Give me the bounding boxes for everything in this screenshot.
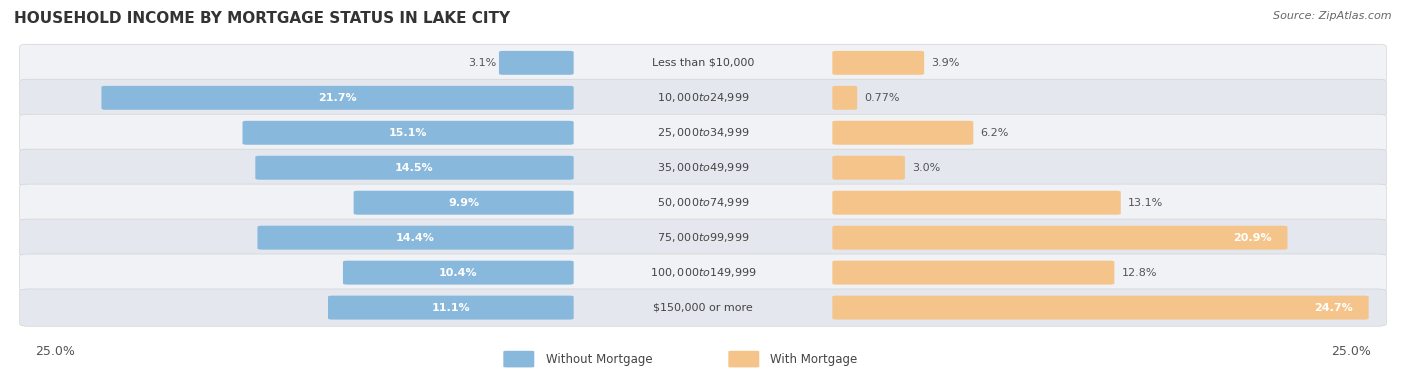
Text: HOUSEHOLD INCOME BY MORTGAGE STATUS IN LAKE CITY: HOUSEHOLD INCOME BY MORTGAGE STATUS IN L… bbox=[14, 11, 510, 26]
FancyBboxPatch shape bbox=[832, 191, 1121, 215]
FancyBboxPatch shape bbox=[20, 79, 1386, 116]
FancyBboxPatch shape bbox=[832, 86, 858, 110]
Text: 11.1%: 11.1% bbox=[432, 303, 470, 313]
Text: 0.77%: 0.77% bbox=[865, 93, 900, 103]
Text: $100,000 to $149,999: $100,000 to $149,999 bbox=[650, 266, 756, 279]
FancyBboxPatch shape bbox=[832, 226, 1288, 249]
FancyBboxPatch shape bbox=[20, 219, 1386, 256]
Text: 3.1%: 3.1% bbox=[468, 58, 496, 68]
Text: 3.9%: 3.9% bbox=[931, 58, 959, 68]
Text: Without Mortgage: Without Mortgage bbox=[546, 353, 652, 366]
FancyBboxPatch shape bbox=[832, 296, 1368, 319]
FancyBboxPatch shape bbox=[832, 156, 905, 180]
Text: 25.0%: 25.0% bbox=[35, 345, 75, 358]
Text: Source: ZipAtlas.com: Source: ZipAtlas.com bbox=[1274, 11, 1392, 21]
Text: 9.9%: 9.9% bbox=[449, 198, 479, 208]
FancyBboxPatch shape bbox=[101, 86, 574, 110]
FancyBboxPatch shape bbox=[20, 114, 1386, 151]
FancyBboxPatch shape bbox=[328, 296, 574, 319]
FancyBboxPatch shape bbox=[832, 51, 924, 75]
Text: 24.7%: 24.7% bbox=[1315, 303, 1353, 313]
FancyBboxPatch shape bbox=[20, 289, 1386, 326]
Text: With Mortgage: With Mortgage bbox=[770, 353, 858, 366]
Text: 14.4%: 14.4% bbox=[396, 233, 434, 243]
FancyBboxPatch shape bbox=[832, 121, 973, 145]
FancyBboxPatch shape bbox=[832, 261, 1115, 285]
FancyBboxPatch shape bbox=[20, 184, 1386, 222]
FancyBboxPatch shape bbox=[20, 254, 1386, 291]
FancyBboxPatch shape bbox=[20, 44, 1386, 82]
Text: $50,000 to $74,999: $50,000 to $74,999 bbox=[657, 196, 749, 209]
FancyBboxPatch shape bbox=[728, 351, 759, 367]
Text: $75,000 to $99,999: $75,000 to $99,999 bbox=[657, 231, 749, 244]
FancyBboxPatch shape bbox=[256, 156, 574, 180]
FancyBboxPatch shape bbox=[343, 261, 574, 285]
Text: 21.7%: 21.7% bbox=[318, 93, 357, 103]
Text: $25,000 to $34,999: $25,000 to $34,999 bbox=[657, 126, 749, 139]
Text: 6.2%: 6.2% bbox=[980, 128, 1008, 138]
FancyBboxPatch shape bbox=[499, 51, 574, 75]
Text: 12.8%: 12.8% bbox=[1122, 268, 1157, 277]
Text: 25.0%: 25.0% bbox=[1331, 345, 1371, 358]
Text: 13.1%: 13.1% bbox=[1128, 198, 1163, 208]
Text: $35,000 to $49,999: $35,000 to $49,999 bbox=[657, 161, 749, 174]
Text: $10,000 to $24,999: $10,000 to $24,999 bbox=[657, 91, 749, 104]
FancyBboxPatch shape bbox=[354, 191, 574, 215]
Text: 10.4%: 10.4% bbox=[439, 268, 478, 277]
Text: 3.0%: 3.0% bbox=[912, 163, 941, 173]
Text: Less than $10,000: Less than $10,000 bbox=[652, 58, 754, 68]
Text: 14.5%: 14.5% bbox=[395, 163, 434, 173]
FancyBboxPatch shape bbox=[257, 226, 574, 249]
Text: 15.1%: 15.1% bbox=[389, 128, 427, 138]
FancyBboxPatch shape bbox=[242, 121, 574, 145]
FancyBboxPatch shape bbox=[20, 149, 1386, 186]
Text: 20.9%: 20.9% bbox=[1233, 233, 1272, 243]
Text: $150,000 or more: $150,000 or more bbox=[654, 303, 752, 313]
FancyBboxPatch shape bbox=[503, 351, 534, 367]
